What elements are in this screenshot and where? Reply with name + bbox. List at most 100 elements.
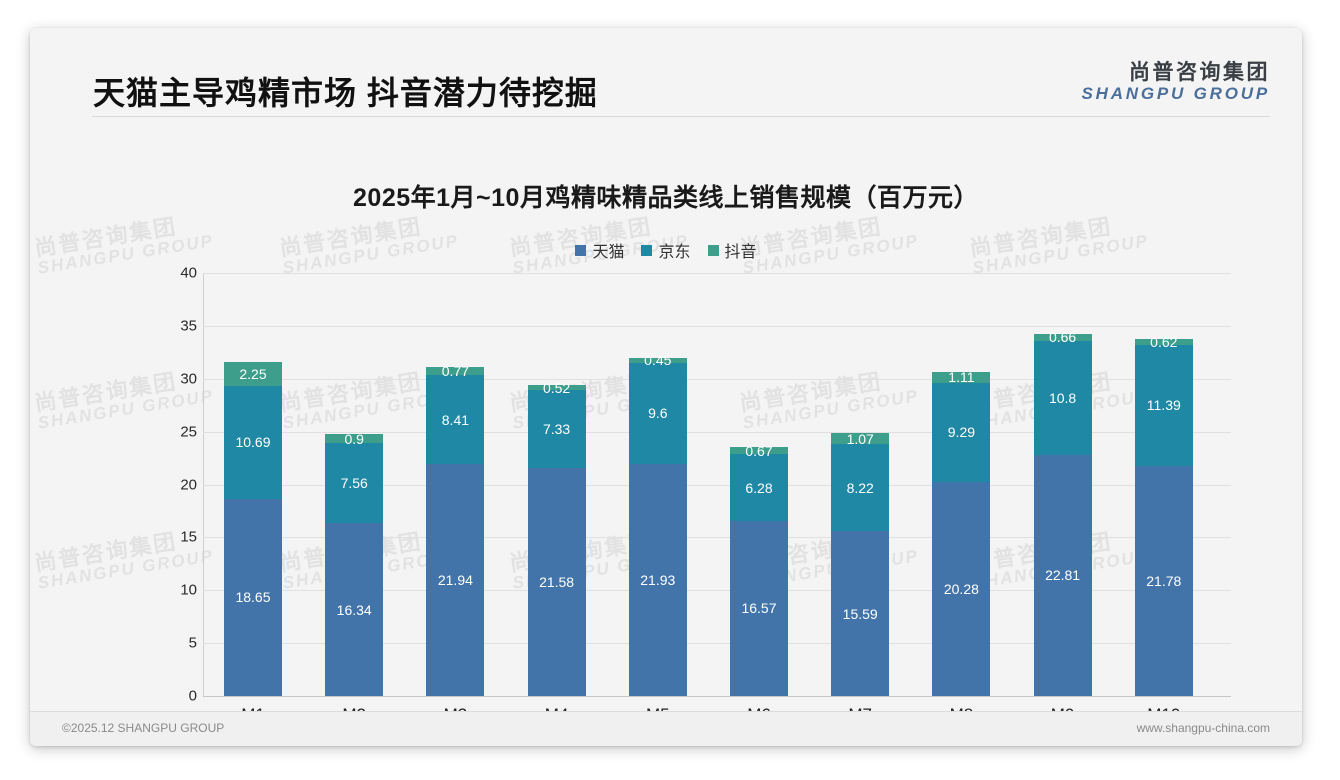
- bar-segment-天猫[interactable]: 21.93: [628, 464, 687, 696]
- bar-segment-京东[interactable]: 9.6: [628, 362, 687, 465]
- bar-value-label: 7.33: [542, 421, 571, 438]
- bar-group-M3[interactable]: 21.94 8.41 0.77: [426, 273, 485, 696]
- bar-segment-天猫[interactable]: 22.81: [1033, 454, 1092, 696]
- logo-chinese-text: 尚普咨询集团: [1129, 61, 1270, 84]
- bar-group-M9[interactable]: 22.81 10.8 0.66: [1033, 273, 1092, 696]
- bar-value-label: 10.69: [235, 434, 271, 451]
- gridline: [203, 378, 1231, 380]
- legend-label: 抖音: [724, 244, 757, 261]
- gridline: [203, 273, 1231, 274]
- bar-segment-天猫[interactable]: 21.78: [1134, 465, 1193, 696]
- bar-group-M10[interactable]: 21.78 11.39 0.62: [1134, 273, 1193, 696]
- gridline: [203, 537, 1231, 539]
- gridline: [203, 696, 1231, 697]
- bar-segment-天猫[interactable]: 15.59: [831, 531, 890, 696]
- bar-value-label: 0.67: [745, 442, 773, 459]
- chart-area: 尚普咨询集团 SHANGPU GROUP 尚普咨询集团 SHANGPU GROUP 尚普…: [30, 214, 1302, 728]
- gridline: [203, 325, 1231, 327]
- bar-segment-抖音[interactable]: 1.07: [831, 430, 890, 447]
- bar-segment-京东[interactable]: 11.39: [1134, 345, 1193, 466]
- y-axis-tick-label: 5: [188, 634, 197, 652]
- bar-value-label: 16.34: [336, 601, 372, 618]
- bar-segment-抖音[interactable]: 0.9: [325, 430, 384, 447]
- bar-group-M4[interactable]: 21.58 7.33 0.52: [527, 273, 586, 696]
- y-axis-tick-label: 10: [180, 581, 197, 599]
- legend-label: 天猫: [592, 244, 625, 261]
- slide-footer: ©2025.12 SHANGPU GROUP www.shangpu-china…: [30, 712, 1302, 746]
- bar-segment-京东[interactable]: 10.69: [224, 385, 282, 499]
- bar-value-label: 1.07: [846, 430, 874, 447]
- gridline: [203, 590, 1231, 592]
- bar-value-label: 8.41: [441, 411, 470, 428]
- bar-value-label: 11.39: [1146, 397, 1181, 414]
- chart-title: 2025年1月~10月鸡精味精品类线上销售规模（百万元）: [353, 184, 979, 212]
- legend-item-抖音[interactable]: 抖音: [707, 238, 757, 262]
- y-axis-tick-label: 20: [180, 476, 197, 493]
- bar-group-M8[interactable]: 20.28 9.29 1.11: [932, 273, 991, 696]
- page-title: 天猫主导鸡精市场 抖音潜力待挖掘: [93, 75, 598, 111]
- legend-swatch-icon: [707, 244, 719, 256]
- bar-group-M5[interactable]: 21.93 9.6 0.45: [628, 273, 687, 696]
- bar-value-label: 21.78: [1146, 572, 1182, 589]
- bar-value-label: 2.25: [239, 365, 267, 382]
- bar-segment-京东[interactable]: 8.41: [426, 375, 485, 464]
- bar-segment-抖音[interactable]: 0.62: [1134, 334, 1193, 350]
- bar-segment-京东[interactable]: 9.29: [932, 383, 991, 482]
- bar-group-M7[interactable]: 15.59 8.22 1.07: [831, 273, 890, 696]
- bar-value-label: 1.11: [948, 369, 975, 386]
- bar-segment-抖音[interactable]: 0.52: [527, 380, 586, 396]
- y-axis-tick-label: 35: [180, 317, 197, 335]
- bar-value-label: 16.57: [741, 600, 777, 617]
- gridline: [203, 431, 1231, 433]
- chart-legend: 天猫 京东 抖音: [30, 238, 1302, 262]
- legend-label: 京东: [658, 244, 691, 261]
- bar-segment-抖音[interactable]: 2.25: [224, 361, 282, 386]
- bar-value-label: 15.59: [842, 605, 878, 622]
- bar-segment-天猫[interactable]: 20.28: [932, 481, 991, 696]
- company-logo: 尚普咨询集团 SHANGPU GROUP: [1081, 61, 1270, 103]
- bar-segment-抖音[interactable]: 0.77: [426, 363, 485, 379]
- slide-header: 天猫主导鸡精市场 抖音潜力待挖掘 尚普咨询集团 SHANGPU GROUP: [30, 28, 1302, 120]
- bar-value-label: 20.28: [943, 580, 979, 597]
- y-axis-tick-label: 30: [180, 370, 197, 388]
- bar-value-label: 6.28: [745, 479, 773, 496]
- logo-english-text: SHANGPU GROUP: [1081, 83, 1270, 103]
- header-divider: [92, 116, 1270, 117]
- slide-canvas: 天猫主导鸡精市场 抖音潜力待挖掘 尚普咨询集团 SHANGPU GROUP 20…: [30, 28, 1302, 746]
- bar-segment-抖音[interactable]: 0.67: [730, 443, 788, 459]
- bar-group-M2[interactable]: 16.34 7.56 0.9: [325, 273, 384, 696]
- legend-item-京东[interactable]: 京东: [641, 238, 691, 262]
- bar-segment-京东[interactable]: 7.56: [325, 443, 384, 524]
- y-axis-tick-label: 25: [180, 423, 197, 441]
- bar-value-label: 7.56: [340, 475, 368, 492]
- y-axis-tick-label: 0: [188, 687, 197, 705]
- y-axis-tick-label: 15: [180, 528, 197, 546]
- plot-area: 051015202530354018.6510.692.25M116.347.5…: [171, 265, 1231, 724]
- bar-segment-抖音[interactable]: 0.45: [628, 352, 687, 368]
- footer-copyright: ©2025.12 SHANGPU GROUP: [62, 721, 225, 735]
- bar-segment-京东[interactable]: 10.8: [1033, 340, 1092, 455]
- bar-segment-天猫[interactable]: 21.58: [527, 467, 586, 696]
- bar-segment-京东[interactable]: 8.22: [831, 444, 890, 532]
- bar-segment-京东[interactable]: 7.33: [527, 390, 586, 468]
- bar-value-label: 21.94: [437, 572, 473, 588]
- bar-segment-天猫[interactable]: 16.57: [730, 520, 788, 696]
- bar-segment-天猫[interactable]: 16.34: [325, 523, 384, 696]
- bar-segment-抖音[interactable]: 0.66: [1033, 329, 1092, 345]
- bar-value-label: 22.81: [1045, 567, 1081, 584]
- bar-value-label: 9.29: [947, 424, 976, 441]
- gridline: [203, 484, 1231, 486]
- gridline: [203, 643, 1231, 645]
- legend-item-天猫[interactable]: 天猫: [575, 238, 624, 262]
- bar-group-M1[interactable]: 18.65 10.69 2.25: [224, 273, 282, 696]
- bar-segment-抖音[interactable]: 1.11: [932, 369, 991, 386]
- legend-swatch-icon: [641, 244, 653, 256]
- bar-group-M6[interactable]: 16.57 6.28 0.67: [730, 273, 788, 696]
- bar-value-label: 0.9: [344, 430, 364, 447]
- bar-segment-天猫[interactable]: 21.94: [426, 464, 485, 696]
- bar-value-label: 8.22: [846, 479, 874, 496]
- legend-swatch-icon: [575, 244, 587, 256]
- bar-value-label: 10.8: [1048, 389, 1077, 406]
- bar-segment-京东[interactable]: 6.28: [730, 454, 788, 521]
- bar-segment-天猫[interactable]: 18.65: [224, 498, 282, 696]
